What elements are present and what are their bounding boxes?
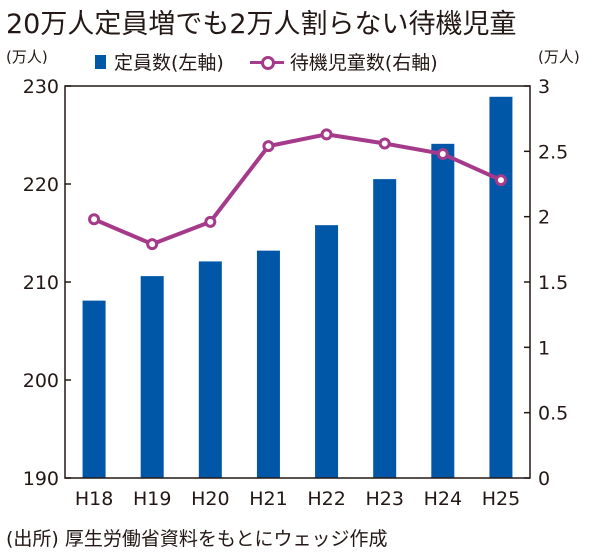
right-tick-label: 1 xyxy=(538,337,550,359)
bar-H18 xyxy=(82,300,106,478)
bar-H20 xyxy=(198,261,222,478)
right-tick-label: 0.5 xyxy=(538,403,568,425)
right-tick-label: 3 xyxy=(538,76,550,98)
category-label: H24 xyxy=(424,488,462,510)
legend: 定員数(左軸) 待機児童数(右軸) xyxy=(95,48,464,75)
bar-H22 xyxy=(315,225,339,478)
bar-group xyxy=(82,96,513,478)
category-label: H19 xyxy=(133,488,171,510)
right-tick-label: 2 xyxy=(538,207,550,229)
legend-item-capacity: 定員数(左軸) xyxy=(95,48,224,75)
category-label: H20 xyxy=(191,488,229,510)
left-tick-label: 200 xyxy=(23,370,59,392)
point-H24 xyxy=(436,147,449,160)
line-group xyxy=(88,128,507,251)
point-H25 xyxy=(494,174,507,187)
waiting-line xyxy=(93,132,502,247)
left-tick-label: 230 xyxy=(23,76,59,98)
left-tick-label: 190 xyxy=(23,468,59,490)
bar-H19 xyxy=(140,276,164,478)
category-label: H21 xyxy=(249,488,287,510)
source-note: (出所) 厚生労働省資料をもとにウェッジ作成 xyxy=(6,528,388,550)
chart-title: 20万人定員増でも2万人割らない待機児童 xyxy=(6,9,517,40)
bar-H23 xyxy=(373,179,397,478)
left-axis-unit: (万人) xyxy=(6,48,48,66)
point-H21 xyxy=(262,140,275,153)
plot-frame xyxy=(64,85,531,479)
axes-group: 190 200 210 220 230 0 0.5 1 1.5 2 2.5 3 H18 H19 H20 H21… xyxy=(23,76,568,510)
bar-H25 xyxy=(489,96,513,478)
right-axis-unit: (万人) xyxy=(538,48,580,66)
bar-H21 xyxy=(256,250,280,478)
point-H18 xyxy=(88,213,101,226)
legend-item-waiting: 待機児童数(右軸) xyxy=(249,48,438,75)
right-tick-label: 2.5 xyxy=(538,141,568,163)
point-H20 xyxy=(204,215,217,228)
category-label: H18 xyxy=(75,488,113,510)
category-label: H22 xyxy=(307,488,345,510)
legend-label-capacity: 定員数(左軸) xyxy=(114,52,224,74)
bar-H24 xyxy=(431,143,455,478)
point-H19 xyxy=(146,238,159,251)
right-tick-label: 1.5 xyxy=(538,272,568,294)
legend-bar-swatch xyxy=(95,54,106,69)
right-tick-label: 0 xyxy=(538,468,550,490)
category-label: H23 xyxy=(365,488,403,510)
point-H23 xyxy=(378,137,391,150)
point-H22 xyxy=(320,128,333,141)
left-tick-label: 220 xyxy=(23,174,59,196)
legend-label-waiting: 待機児童数(右軸) xyxy=(289,52,438,74)
category-label: H25 xyxy=(482,488,520,510)
legend-line-swatch xyxy=(249,55,284,70)
left-tick-label: 210 xyxy=(23,272,59,294)
